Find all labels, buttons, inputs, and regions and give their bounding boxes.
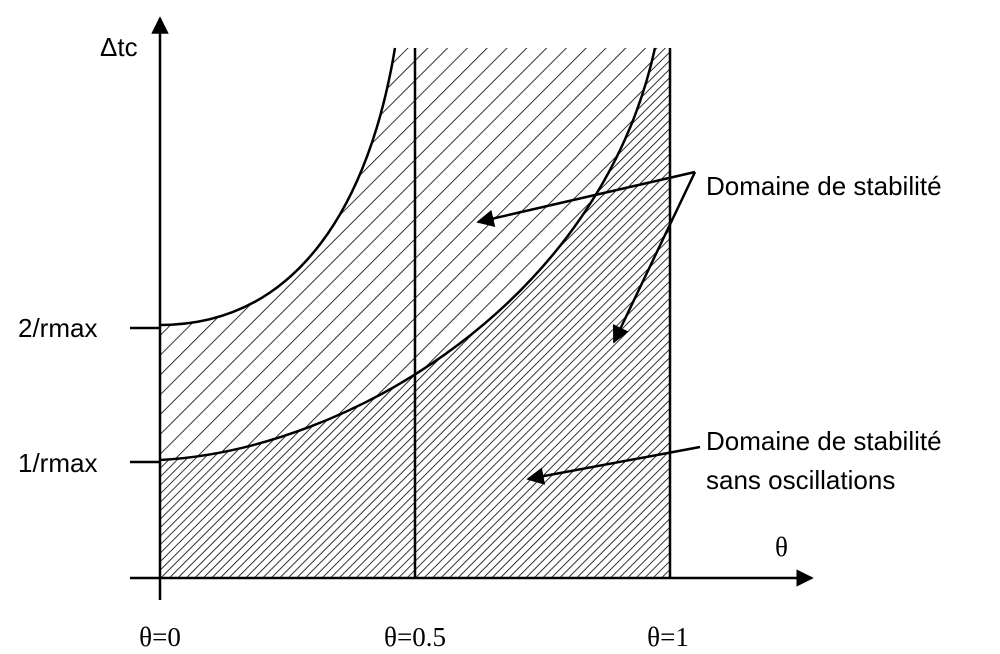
x-tick-label: θ=0: [139, 622, 181, 652]
upper-curve: [159, 47, 397, 327]
x-tick-label: θ=0.5: [384, 622, 446, 652]
arrow: [612, 171, 697, 344]
y-tick-label: 1/rmax: [18, 448, 97, 478]
lower-curve: [159, 47, 657, 462]
x-label: θ: [775, 532, 788, 562]
arrow: [476, 170, 696, 227]
arrow: [526, 445, 701, 485]
y-tick-label: 2/rmax: [18, 313, 97, 343]
dense-region: [160, 48, 670, 578]
sparse-region: [160, 48, 655, 460]
x-tick-label: θ=1: [647, 622, 689, 652]
y-label: Δtc: [100, 32, 138, 62]
annotation: Domaine de stabilité: [706, 426, 942, 456]
annotation: Domaine de stabilité: [706, 171, 942, 201]
annotation: sans oscillations: [706, 465, 895, 495]
